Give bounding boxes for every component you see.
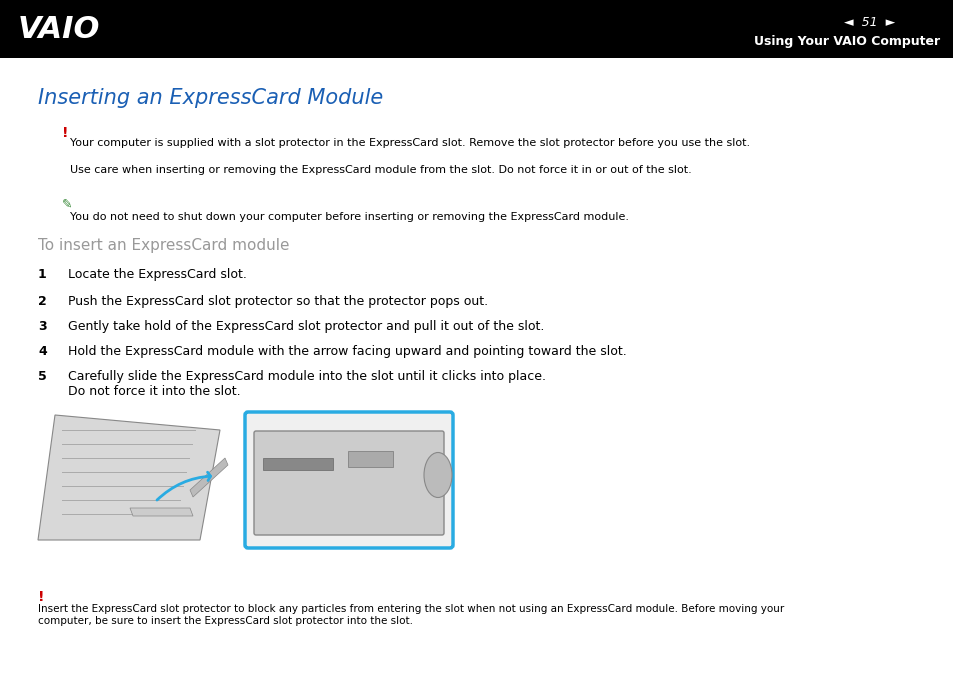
Text: Carefully slide the ExpressCard module into the slot until it clicks into place.: Carefully slide the ExpressCard module i…	[68, 370, 545, 398]
Text: Hold the ExpressCard module with the arrow facing upward and pointing toward the: Hold the ExpressCard module with the arr…	[68, 345, 626, 358]
Polygon shape	[130, 508, 193, 516]
Text: 3: 3	[38, 320, 47, 333]
Ellipse shape	[423, 452, 452, 497]
Text: 1: 1	[38, 268, 47, 281]
Text: 5: 5	[38, 370, 47, 383]
Text: Your computer is supplied with a slot protector in the ExpressCard slot. Remove : Your computer is supplied with a slot pr…	[70, 138, 749, 148]
Text: 4: 4	[38, 345, 47, 358]
Text: To insert an ExpressCard module: To insert an ExpressCard module	[38, 238, 289, 253]
Text: Locate the ExpressCard slot.: Locate the ExpressCard slot.	[68, 268, 247, 281]
Text: ✎: ✎	[62, 198, 72, 211]
Text: VAIO: VAIO	[18, 15, 100, 44]
Text: Gently take hold of the ExpressCard slot protector and pull it out of the slot.: Gently take hold of the ExpressCard slot…	[68, 320, 544, 333]
Polygon shape	[190, 458, 228, 497]
Text: Inserting an ExpressCard Module: Inserting an ExpressCard Module	[38, 88, 383, 108]
FancyBboxPatch shape	[253, 431, 443, 535]
Text: Using Your VAIO Computer: Using Your VAIO Computer	[753, 36, 939, 49]
FancyBboxPatch shape	[245, 412, 453, 548]
Polygon shape	[38, 415, 220, 540]
Bar	[263, 458, 333, 470]
Text: ◄  51  ►: ◄ 51 ►	[843, 16, 895, 28]
Text: You do not need to shut down your computer before inserting or removing the Expr: You do not need to shut down your comput…	[70, 212, 628, 222]
Text: !: !	[38, 590, 45, 604]
Bar	[348, 451, 393, 467]
Text: Use care when inserting or removing the ExpressCard module from the slot. Do not: Use care when inserting or removing the …	[70, 165, 691, 175]
Text: 2: 2	[38, 295, 47, 308]
Bar	[0, 0, 953, 58]
Text: Insert the ExpressCard slot protector to block any particles from entering the s: Insert the ExpressCard slot protector to…	[38, 604, 783, 625]
Text: !: !	[62, 126, 69, 140]
Text: Push the ExpressCard slot protector so that the protector pops out.: Push the ExpressCard slot protector so t…	[68, 295, 488, 308]
